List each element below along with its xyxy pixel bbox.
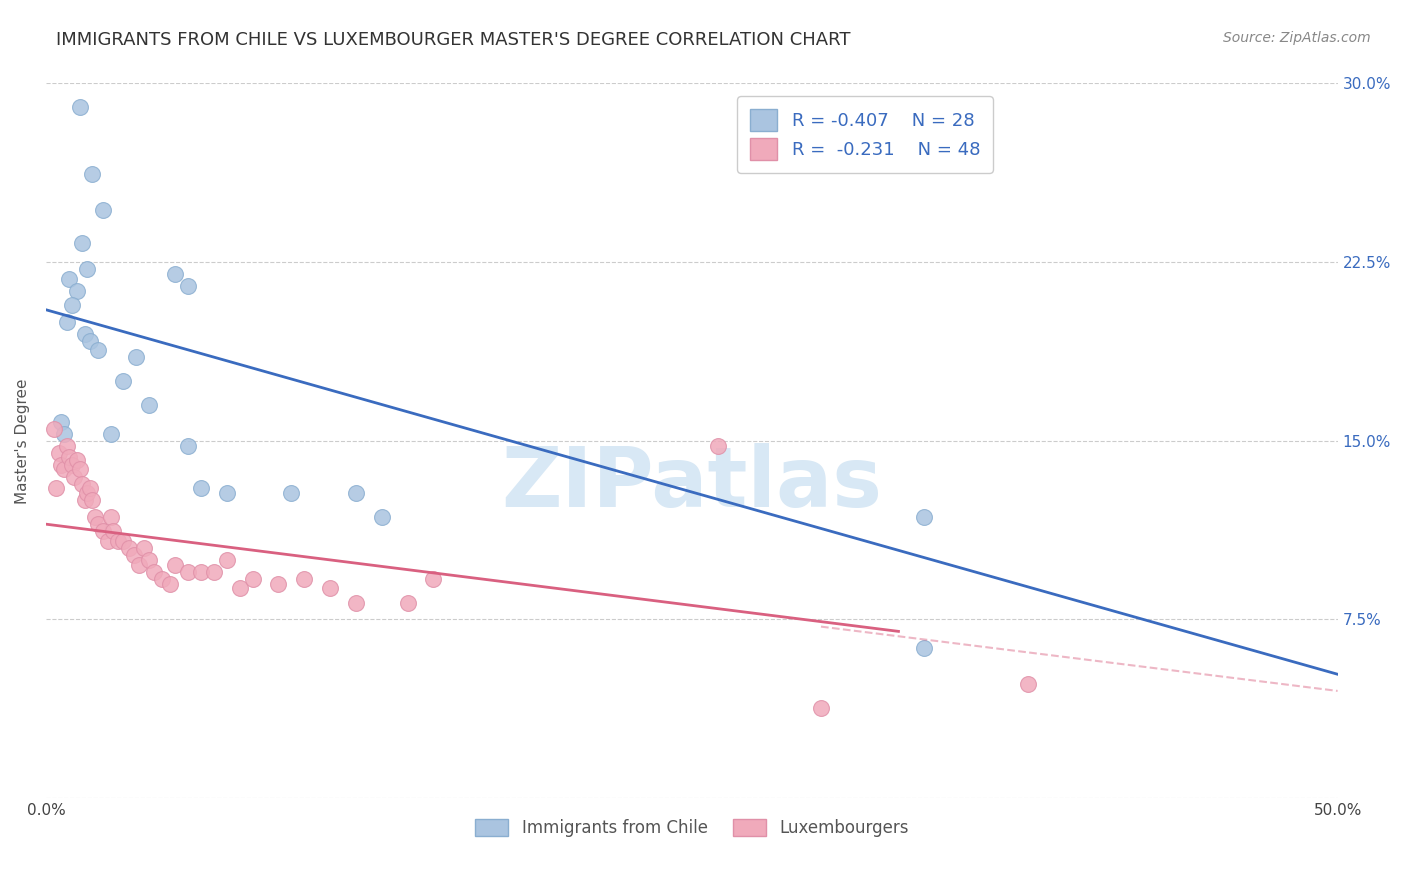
Point: [53, 462, 76, 476]
Point: [143, 565, 166, 579]
Point: [242, 572, 264, 586]
Point: [165, 267, 187, 281]
Point: [228, 582, 250, 596]
Point: [112, 533, 135, 548]
Point: [101, 524, 124, 539]
Point: [79, 482, 101, 496]
Point: [128, 558, 150, 572]
Point: [215, 486, 238, 500]
Point: [76, 262, 98, 277]
Point: [138, 553, 160, 567]
Text: Source: ZipAtlas.com: Source: ZipAtlas.com: [1223, 31, 1371, 45]
Point: [70, 476, 93, 491]
Point: [215, 553, 238, 567]
Point: [55, 439, 77, 453]
Point: [912, 641, 935, 656]
Point: [344, 596, 367, 610]
Point: [66, 284, 89, 298]
Legend: Immigrants from Chile, Luxembourgers: Immigrants from Chile, Luxembourgers: [468, 812, 915, 844]
Point: [76, 486, 98, 500]
Point: [66, 453, 89, 467]
Point: [177, 439, 200, 453]
Point: [51, 415, 73, 429]
Point: [45, 482, 67, 496]
Point: [810, 700, 832, 714]
Point: [79, 334, 101, 348]
Point: [60, 458, 83, 472]
Point: [267, 576, 290, 591]
Point: [292, 572, 315, 586]
Point: [69, 462, 91, 476]
Point: [82, 493, 104, 508]
Point: [82, 167, 104, 181]
Point: [319, 582, 342, 596]
Point: [422, 572, 444, 586]
Point: [344, 486, 367, 500]
Point: [63, 469, 86, 483]
Point: [60, 298, 83, 312]
Point: [280, 486, 302, 500]
Point: [84, 510, 107, 524]
Point: [86, 343, 108, 358]
Point: [69, 100, 91, 114]
Point: [51, 458, 73, 472]
Point: [97, 533, 120, 548]
Point: [125, 351, 148, 365]
Point: [100, 426, 122, 441]
Point: [202, 565, 225, 579]
Point: [117, 541, 139, 555]
Point: [122, 548, 145, 562]
Point: [100, 510, 122, 524]
Point: [912, 510, 935, 524]
Point: [107, 533, 129, 548]
Point: [58, 272, 80, 286]
Point: [42, 422, 65, 436]
Point: [190, 565, 212, 579]
Point: [177, 565, 200, 579]
Point: [73, 493, 96, 508]
Point: [706, 439, 728, 453]
Point: [159, 576, 181, 591]
Point: [396, 596, 419, 610]
Point: [134, 541, 156, 555]
Point: [53, 426, 76, 441]
Point: [58, 450, 80, 465]
Point: [55, 315, 77, 329]
Point: [1017, 677, 1039, 691]
Point: [138, 398, 160, 412]
Text: ZIPatlas: ZIPatlas: [502, 443, 883, 524]
Point: [165, 558, 187, 572]
Point: [48, 446, 70, 460]
Point: [150, 572, 173, 586]
Point: [112, 374, 135, 388]
Point: [190, 482, 212, 496]
Text: IMMIGRANTS FROM CHILE VS LUXEMBOURGER MASTER'S DEGREE CORRELATION CHART: IMMIGRANTS FROM CHILE VS LUXEMBOURGER MA…: [56, 31, 851, 49]
Point: [91, 202, 114, 217]
Point: [177, 279, 200, 293]
Y-axis label: Master's Degree: Master's Degree: [15, 378, 30, 504]
Point: [73, 326, 96, 341]
Point: [91, 524, 114, 539]
Point: [371, 510, 394, 524]
Point: [70, 235, 93, 250]
Point: [86, 517, 108, 532]
